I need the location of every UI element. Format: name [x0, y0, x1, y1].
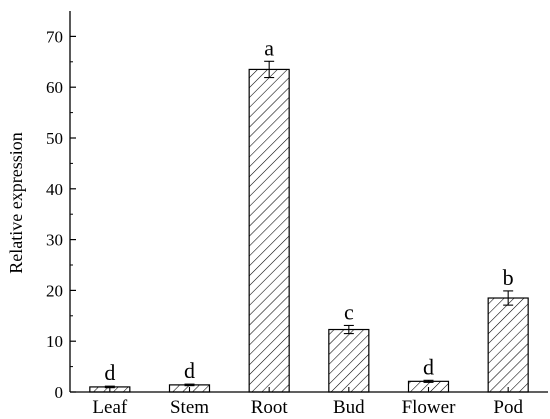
- significance-label-stem: d: [184, 358, 195, 383]
- x-tick-label-leaf: Leaf: [92, 397, 127, 418]
- significance-label-flower: d: [423, 354, 434, 379]
- x-tick-label-flower: Flower: [402, 397, 457, 418]
- y-tick-label: 30: [46, 231, 63, 250]
- bar-bud: [328, 328, 370, 393]
- significance-label-pod: b: [503, 265, 514, 290]
- y-tick-label: 50: [46, 129, 63, 148]
- y-tick-label: 40: [46, 180, 63, 199]
- y-tick-label: 0: [55, 383, 64, 402]
- y-tick-label: 60: [46, 78, 63, 97]
- x-tick-label-root: Root: [251, 397, 289, 418]
- x-tick-label-bud: Bud: [333, 397, 365, 418]
- bar-pod: [487, 297, 529, 393]
- x-tick-label-stem: Stem: [170, 397, 209, 418]
- significance-label-root: a: [264, 35, 274, 60]
- bar-root: [248, 68, 290, 393]
- significance-label-leaf: d: [104, 360, 115, 385]
- y-tick-label: 70: [46, 27, 63, 46]
- x-tick-label-pod: Pod: [493, 397, 523, 418]
- y-axis-title: Relative expression: [6, 132, 26, 273]
- plot-area: 0 10 20 30 40 50 60 70 d Leaf d Stem a Root c Bud d Flowe…: [46, 11, 548, 418]
- significance-label-bud: c: [344, 299, 354, 324]
- y-tick-label: 20: [46, 281, 63, 300]
- y-tick-label: 10: [46, 332, 63, 351]
